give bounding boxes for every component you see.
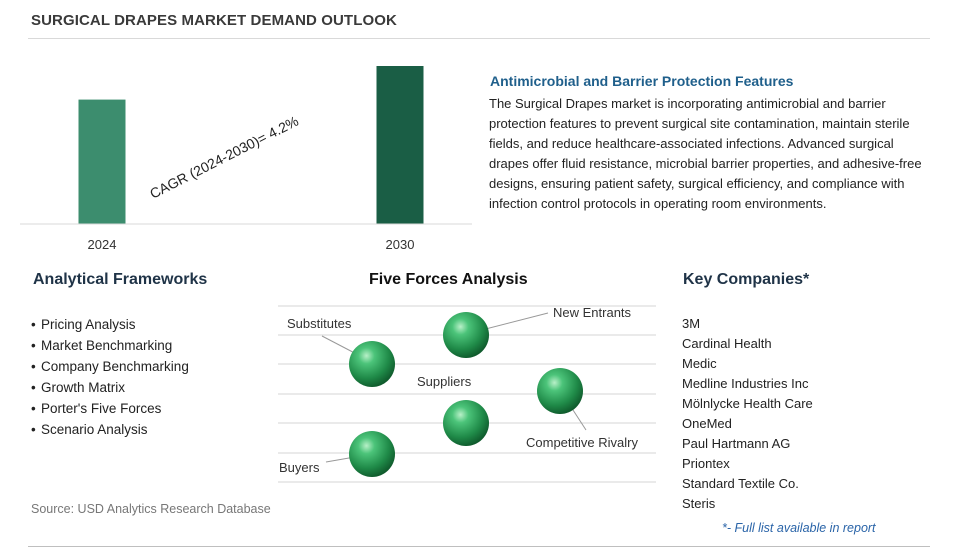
framework-item: Pricing Analysis bbox=[31, 314, 189, 335]
framework-item: Scenario Analysis bbox=[31, 419, 189, 440]
suppliers-sphere bbox=[443, 400, 489, 446]
company-item: Cardinal Health bbox=[682, 336, 772, 351]
bar-2030 bbox=[376, 66, 424, 224]
framework-item: Market Benchmarking bbox=[31, 335, 189, 356]
framework-item: Company Benchmarking bbox=[31, 356, 189, 377]
bar-2024 bbox=[78, 99, 126, 224]
bottom-divider bbox=[28, 546, 930, 547]
company-item: 3M bbox=[682, 316, 701, 331]
frameworks-heading: Analytical Frameworks bbox=[33, 271, 208, 288]
feature-title: Antimicrobial and Barrier Protection Fea… bbox=[490, 73, 794, 89]
market-bar-chart: 2024 2030 CAGR (2024-2030)= 4.2% bbox=[20, 66, 472, 252]
top-divider bbox=[28, 38, 930, 39]
new-entrants-label: New Entrants bbox=[553, 305, 632, 320]
companies-heading: Key Companies* bbox=[683, 271, 810, 288]
company-item: Paul Hartmann AG bbox=[682, 436, 791, 451]
company-item: Mölnlycke Health Care bbox=[682, 396, 813, 411]
substitutes-sphere bbox=[349, 341, 395, 387]
company-item: Steris bbox=[682, 496, 716, 511]
full-list-note: *- Full list available in report bbox=[722, 521, 876, 535]
new-entrants-sphere bbox=[443, 312, 489, 358]
framework-item: Growth Matrix bbox=[31, 377, 189, 398]
rivalry-sphere bbox=[537, 368, 583, 414]
page-title: SURGICAL DRAPES MARKET DEMAND OUTLOOK bbox=[31, 12, 397, 29]
competitive-rivalry-label: Competitive Rivalry bbox=[526, 435, 638, 450]
company-item: Medic bbox=[682, 356, 717, 371]
company-item: Priontex bbox=[682, 456, 730, 471]
buyers-sphere bbox=[349, 431, 395, 477]
suppliers-label: Suppliers bbox=[417, 374, 472, 389]
five-forces-diagram: Substitutes New Entrants Suppliers Compe… bbox=[278, 305, 656, 483]
framework-item: Porter's Five Forces bbox=[31, 398, 189, 419]
company-item: OneMed bbox=[682, 416, 732, 431]
five-forces-heading: Five Forces Analysis bbox=[369, 271, 528, 288]
buyers-label: Buyers bbox=[279, 460, 320, 475]
company-item: Standard Textile Co. bbox=[682, 476, 799, 491]
source-note: Source: USD Analytics Research Database bbox=[31, 502, 271, 516]
frameworks-list: Pricing Analysis Market Benchmarking Com… bbox=[31, 314, 189, 440]
company-item: Medline Industries Inc bbox=[682, 376, 809, 391]
x-tick-label: 2024 bbox=[88, 237, 117, 252]
substitutes-label: Substitutes bbox=[287, 316, 352, 331]
companies-list: 3M Cardinal Health Medic Medline Industr… bbox=[682, 314, 813, 514]
cagr-annotation: CAGR (2024-2030)= 4.2% bbox=[147, 113, 301, 202]
feature-description: The Surgical Drapes market is incorporat… bbox=[489, 96, 922, 211]
x-tick-label: 2030 bbox=[386, 237, 415, 252]
